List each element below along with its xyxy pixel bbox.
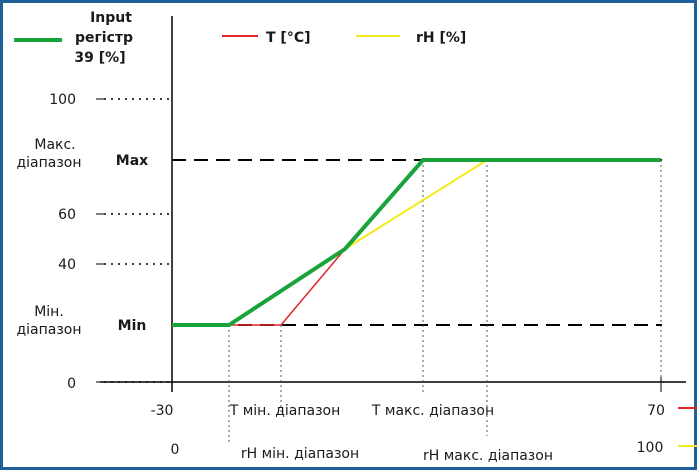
y-tick-100: 100	[49, 92, 76, 108]
legend-temp-label: T [°C]	[266, 30, 311, 46]
input-curve	[172, 158, 661, 327]
x-rh-max-range: rH макс. діапазон	[423, 448, 553, 464]
x-t-max-range: T макс. діапазон	[371, 403, 494, 419]
min-label: Min	[118, 318, 147, 334]
max-label: Max	[116, 153, 148, 169]
y-tick-60: 60	[58, 207, 76, 223]
x-temp-start: -30	[151, 403, 174, 419]
legend-rh-label: rH [%]	[416, 30, 466, 46]
max-range-line1: Макс.	[34, 137, 75, 153]
x-rh-end: 100	[637, 440, 664, 456]
legend-input-line2: регістр	[75, 30, 133, 46]
x-temp-end: 70	[647, 403, 665, 419]
legend-input-line1: Input	[90, 10, 132, 26]
temp-curve	[172, 159, 661, 326]
min-range-line1: Мін.	[34, 304, 64, 320]
x-rh-min-range: rH мін. діапазон	[241, 446, 359, 462]
max-range-line2: діапазон	[16, 155, 81, 171]
min-range-line2: діапазон	[16, 322, 81, 338]
vertical-drop-lines	[228, 160, 662, 444]
x-t-min-range: T мін. діапазон	[229, 403, 341, 419]
y-dotted-guides	[104, 98, 172, 383]
y-tick-40: 40	[58, 257, 76, 273]
rh-curve	[172, 159, 661, 326]
x-rh-start: 0	[171, 442, 180, 458]
legend-input-line3: 39 [%]	[74, 50, 125, 66]
y-tick-0: 0	[67, 376, 76, 392]
